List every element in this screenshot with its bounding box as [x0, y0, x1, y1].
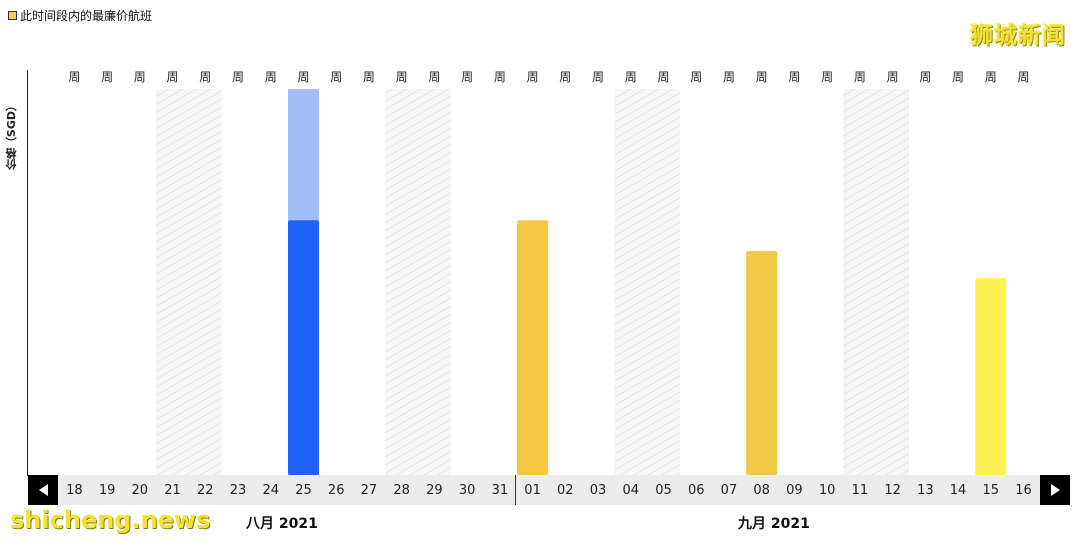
date-cell-29[interactable]: 29 [426, 482, 443, 498]
weekend-column [156, 89, 189, 475]
weekday-label: 周 [952, 70, 965, 84]
watermark-logo-cn: 狮城新闻 [970, 23, 1066, 49]
weekday-label: 周 [68, 70, 81, 84]
weekday-label: 周 [690, 70, 703, 84]
weekday-label: 周 [133, 70, 146, 84]
weekday-label: 周 [362, 70, 375, 84]
weekday-label: 周 [886, 70, 899, 84]
next-dates-button[interactable] [1040, 475, 1070, 505]
date-cell-28[interactable]: 28 [393, 482, 410, 498]
legend-label: 此时间段内的最廉价航班 [20, 8, 153, 23]
weekday-label: 周 [821, 70, 834, 84]
weekend-column [385, 89, 419, 475]
date-cell-31[interactable]: 31 [491, 482, 509, 498]
date-cell-12[interactable]: 12 [884, 482, 901, 498]
date-cell-02[interactable]: 02 [557, 482, 574, 498]
month-separator [515, 475, 516, 505]
weekday-label: 周 [592, 70, 605, 84]
date-cell-11[interactable]: 11 [851, 482, 869, 498]
weekday-label: 周 [428, 70, 441, 84]
weekday-label: 周 [166, 70, 179, 84]
weekday-label: 周 [526, 70, 539, 84]
weekday-label: 周 [264, 70, 277, 84]
date-cell-23[interactable]: 23 [229, 482, 247, 498]
date-cell-04[interactable]: 04 [622, 482, 640, 498]
weekday-label: 周 [788, 70, 801, 84]
weekday-label: 周 [559, 70, 572, 84]
weekday-label: 周 [493, 70, 506, 84]
date-cell-14[interactable]: 14 [949, 482, 967, 498]
date-cell-01[interactable]: 01 [524, 482, 541, 498]
weekday-label: 周 [853, 70, 866, 84]
weekday-label: 周 [101, 70, 114, 84]
weekday-label: 周 [657, 70, 670, 84]
price-bar-15[interactable] [975, 278, 1007, 475]
chevron-right-icon [1050, 484, 1060, 496]
date-cell-18[interactable]: 18 [66, 482, 83, 498]
date-cell-26[interactable]: 26 [327, 482, 345, 498]
date-cell-27[interactable]: 27 [360, 482, 378, 498]
weekend-column [614, 89, 648, 475]
weekday-label: 周 [722, 70, 735, 84]
weekend-column [647, 89, 680, 475]
date-cell-06[interactable]: 06 [687, 482, 705, 498]
date-strip: 18 19 20 21 22 23 24 25 26 27 28 29 30 31 01 02 03 04 05 06… [58, 475, 1040, 505]
prev-dates-button[interactable] [28, 475, 58, 505]
date-cell-07[interactable]: 07 [720, 482, 738, 498]
date-cell-24[interactable]: 24 [262, 482, 279, 498]
weekday-label: 周 [624, 70, 637, 84]
price-bar-01[interactable] [517, 220, 549, 475]
date-cell-05[interactable]: 05 [655, 482, 672, 498]
weekday-label: 周 [1017, 70, 1030, 84]
price-bar-08[interactable] [746, 251, 778, 475]
weekday-label: 周 [231, 70, 244, 84]
date-cell-15[interactable]: 15 [982, 482, 1000, 498]
date-cell-10[interactable]: 10 [818, 482, 836, 498]
month-label-september: 九月 2021 [738, 516, 810, 532]
date-cell-16[interactable]: 16 [1015, 482, 1032, 498]
weekday-label: 周 [461, 70, 474, 84]
weekday-label: 周 [395, 70, 408, 84]
weekend-column [843, 89, 877, 475]
weekday-label: 周 [919, 70, 932, 84]
price-bar-25[interactable] [287, 220, 319, 475]
weekday-label: 周 [297, 70, 310, 84]
y-axis-line [27, 70, 28, 476]
weekday-label: 周 [199, 70, 212, 84]
month-label-august: 八月 2021 [246, 516, 318, 532]
date-cell-25[interactable]: 25 [295, 482, 312, 498]
legend-swatch [8, 10, 17, 20]
weekday-header-row: 周周周周周周周周周周周周周周周周周周周周周周周周周周周周周周 [0, 68, 1080, 86]
weekend-column [876, 89, 909, 475]
weekend-column [188, 89, 222, 475]
weekday-label: 周 [330, 70, 343, 84]
date-cell-20[interactable]: 20 [131, 482, 149, 498]
date-cell-19[interactable]: 19 [98, 482, 116, 498]
date-cell-13[interactable]: 13 [917, 482, 934, 498]
weekend-column [418, 89, 451, 475]
weekday-label: 周 [755, 70, 768, 84]
date-cell-08[interactable]: 08 [753, 482, 770, 498]
weekday-label: 周 [984, 70, 997, 84]
chevron-left-icon [38, 484, 48, 496]
date-cell-09[interactable]: 09 [786, 482, 803, 498]
chart-legend: 此时间段内的最廉价航班 [8, 7, 152, 23]
date-cell-21[interactable]: 21 [164, 482, 181, 498]
date-cell-30[interactable]: 30 [458, 482, 476, 498]
date-cell-03[interactable]: 03 [589, 482, 607, 498]
date-cell-22[interactable]: 22 [197, 482, 214, 498]
watermark-logo-url: shicheng.news [10, 506, 211, 534]
